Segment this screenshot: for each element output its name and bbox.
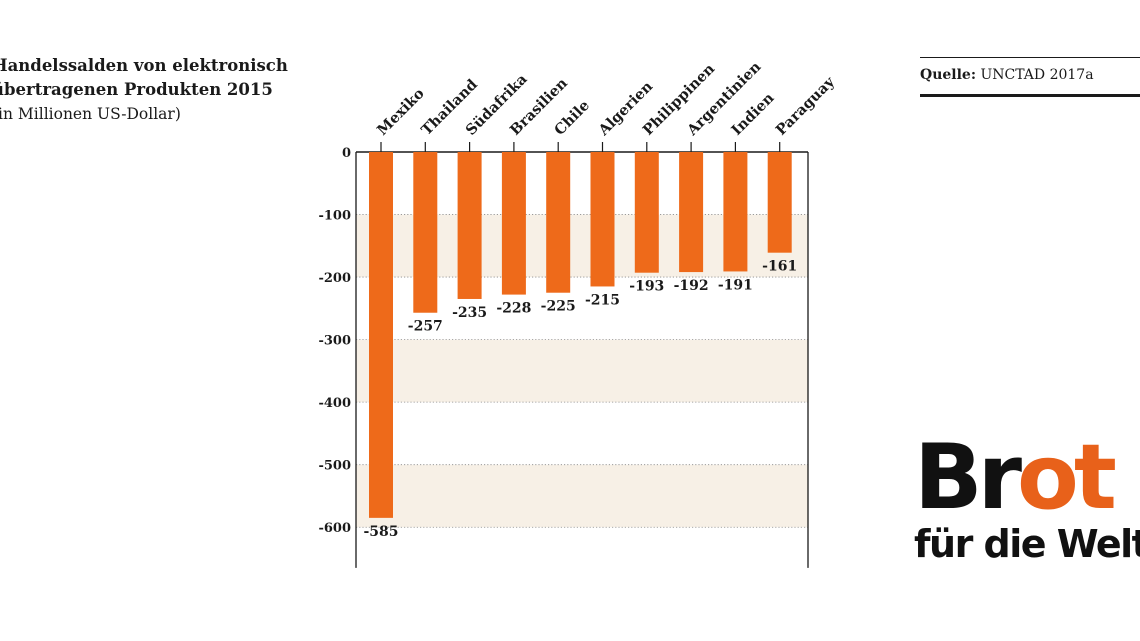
source-top-rule xyxy=(920,57,1140,58)
bar-brasilien xyxy=(501,152,526,295)
grid-band xyxy=(356,339,808,403)
bar-indien xyxy=(723,152,748,272)
y-tick-label: 0 xyxy=(342,146,351,161)
bar-argentinien xyxy=(679,152,704,273)
grid-band xyxy=(356,464,808,528)
y-tick-label: -100 xyxy=(318,209,351,224)
bar-chile xyxy=(546,152,571,293)
chart-subtitle: (in Millionen US-Dollar) xyxy=(0,105,181,123)
data-label: -228 xyxy=(496,301,531,317)
chart-title-block: Handelssalden von elektronisch übertrage… xyxy=(0,54,292,126)
logo-wordmark-accent: ot xyxy=(1016,425,1117,530)
y-tick-label: -200 xyxy=(318,271,351,286)
brand-logo: Brot für die Welt xyxy=(914,430,1140,566)
logo-wordmark-main: Br xyxy=(914,425,1022,530)
data-label: -161 xyxy=(762,259,797,275)
data-label: -191 xyxy=(718,277,753,293)
y-tick-label: -600 xyxy=(318,521,351,536)
source-block: Quelle: UNCTAD 2017a xyxy=(920,57,1140,97)
category-label: Mexiko xyxy=(374,85,428,139)
bar-paraguay xyxy=(767,152,792,253)
chart-title-line-2: übertragenen Produkten 2015 xyxy=(0,80,273,99)
category-label: Chile xyxy=(551,97,593,139)
bar-philippinen xyxy=(634,152,659,273)
source-value: UNCTAD 2017a xyxy=(980,67,1094,83)
bar-thailand xyxy=(413,152,438,313)
y-tick-label: -400 xyxy=(318,396,351,411)
source-text: Quelle: UNCTAD 2017a xyxy=(920,58,1140,94)
y-tick-label: -500 xyxy=(318,459,351,474)
bar-mexiko xyxy=(369,152,393,518)
data-label: -257 xyxy=(408,319,443,335)
source-label: Quelle: xyxy=(920,67,976,83)
data-label: -585 xyxy=(363,524,398,540)
data-label: -215 xyxy=(585,292,620,308)
logo-wordmark: Brot xyxy=(914,430,1140,526)
data-label: -225 xyxy=(541,299,576,315)
data-label: -235 xyxy=(452,305,487,321)
bar-südafrika xyxy=(457,152,482,299)
y-tick-label: -300 xyxy=(318,334,351,349)
data-label: -192 xyxy=(674,278,709,294)
category-label: Paraguay xyxy=(773,73,839,139)
data-label: -193 xyxy=(629,279,664,295)
source-bottom-rule xyxy=(920,94,1140,97)
logo-tagline: für die Welt xyxy=(914,522,1140,566)
chart-title-line-1: Handelssalden von elektronisch xyxy=(0,56,288,75)
bar-algerien xyxy=(590,152,615,287)
